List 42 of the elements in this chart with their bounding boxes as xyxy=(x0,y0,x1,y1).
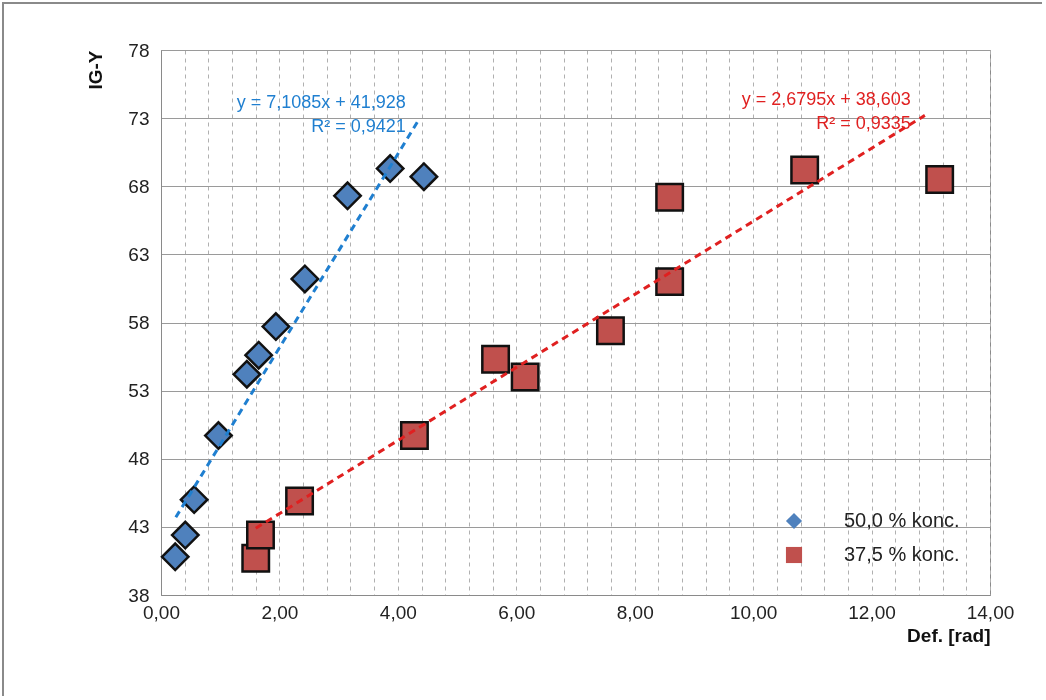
point xyxy=(595,316,625,346)
y-tick-label: 58 xyxy=(128,312,150,333)
x-tick-label: 2,00 xyxy=(261,601,299,623)
y-axis-title: IG-Y xyxy=(85,50,107,90)
annotation: y = 7,1085x + 41,928 R² = 0,9421 xyxy=(236,92,406,137)
y-tick-label: 48 xyxy=(128,448,150,470)
point xyxy=(655,267,685,297)
point xyxy=(925,164,955,194)
x-tick-label: 14,00 xyxy=(966,601,1015,623)
y-tick-label: 78 xyxy=(128,39,150,61)
point xyxy=(232,359,262,389)
legend-label: 37,5 % konc. xyxy=(844,543,960,565)
point xyxy=(333,181,362,211)
x-tick-label: 8,00 xyxy=(616,601,654,623)
y-tick-label: 63 xyxy=(128,243,150,265)
y-tick-label: 68 xyxy=(128,175,150,197)
point xyxy=(375,154,405,184)
point xyxy=(246,520,275,550)
point xyxy=(790,155,820,185)
point xyxy=(244,340,274,370)
point xyxy=(655,182,685,212)
point xyxy=(261,312,291,342)
point xyxy=(170,520,200,550)
point xyxy=(399,421,429,451)
x-axis-title: Def. [rad] xyxy=(907,624,991,646)
point xyxy=(179,485,209,515)
point xyxy=(481,344,511,374)
point xyxy=(510,362,540,392)
y-tick-label: 43 xyxy=(128,516,150,538)
x-tick-label: 4,00 xyxy=(379,601,417,623)
point xyxy=(290,264,320,294)
legend-label: 50,0 % konc. xyxy=(844,509,960,531)
point xyxy=(203,421,233,451)
x-tick-label: 12,00 xyxy=(848,601,896,623)
point xyxy=(409,162,439,192)
y-tick-label: 53 xyxy=(128,380,150,402)
y-tick-label: 73 xyxy=(128,107,150,129)
annotation: y = 2,6795x + 38,603 R² = 0,9335 xyxy=(741,89,911,134)
point xyxy=(160,542,190,572)
x-tick-label: 6,00 xyxy=(498,601,536,623)
point xyxy=(285,486,315,516)
x-tick-label: 10,00 xyxy=(729,601,778,623)
